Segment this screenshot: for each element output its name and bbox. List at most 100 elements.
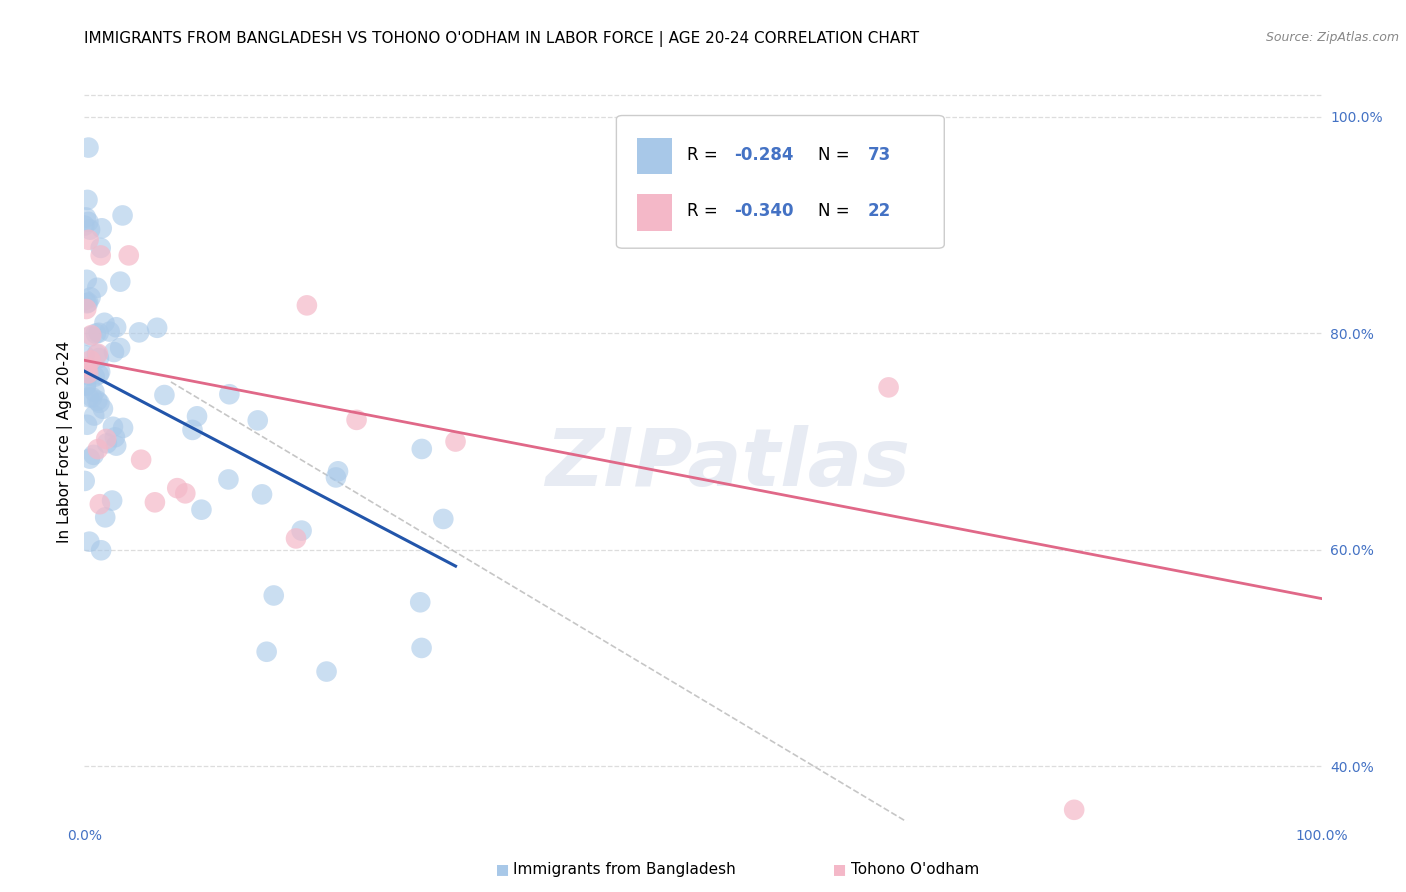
Text: 22: 22 [868,202,891,219]
Bar [637,138,672,174]
Point [73,474,96,488]
Point [877,380,900,394]
Point [89,396,111,410]
Point [83,384,105,399]
Point [77,368,100,383]
Text: 73: 73 [868,145,891,163]
Point [79,290,101,304]
Point [76,360,98,375]
Point [75,378,97,392]
Text: Source: ZipAtlas.com: Source: ZipAtlas.com [1265,31,1399,45]
Point [217,472,239,486]
Point [98,325,121,339]
Point [87,347,110,361]
Point [75,211,97,225]
Point [143,495,166,509]
Point [75,378,97,392]
Point [73,293,96,307]
Point [128,326,150,340]
Point [76,193,98,207]
Point [79,534,101,549]
Text: N =: N = [818,145,855,163]
Point [77,295,100,310]
Point [218,387,240,401]
Point [86,393,108,408]
Point [86,347,108,361]
Point [295,298,318,312]
Point [89,497,111,511]
Point [79,353,101,368]
Point [93,316,115,330]
Point [409,595,432,609]
Point [96,436,118,450]
Point [105,320,128,334]
Point [181,423,204,437]
Point [246,413,269,427]
Point [153,388,176,402]
Point [105,439,128,453]
Text: -0.284: -0.284 [734,145,793,163]
Point [326,464,349,478]
Point [76,273,98,287]
FancyBboxPatch shape [616,115,945,248]
Point [291,524,314,538]
Bar [637,194,672,230]
Point [77,367,100,381]
Point [101,419,124,434]
Point [77,233,100,247]
Point [77,391,100,405]
Point [83,369,105,384]
Point [76,296,98,310]
Point [108,341,131,355]
Point [73,219,96,233]
Point [90,543,112,558]
Point [146,320,169,334]
Text: Tohono O'odham: Tohono O'odham [851,863,979,877]
Point [285,532,308,546]
Point [112,421,135,435]
Text: Immigrants from Bangladesh: Immigrants from Bangladesh [513,863,735,877]
Point [75,301,97,316]
Point [89,365,111,379]
Point [325,470,347,484]
Point [174,486,197,500]
Point [73,348,96,362]
Point [263,589,285,603]
Point [86,281,108,295]
Point [77,215,100,229]
Text: ▪: ▪ [495,860,517,880]
Point [315,665,337,679]
Point [96,432,118,446]
Point [101,493,124,508]
Point [256,645,278,659]
Point [83,448,105,462]
Point [84,326,107,341]
Point [77,140,100,154]
Point [411,640,433,655]
Point [90,248,112,262]
Point [104,430,127,444]
Point [190,502,212,516]
Text: ▪: ▪ [832,860,855,880]
Point [103,345,125,359]
Point [82,390,104,404]
Point [87,442,110,457]
Point [79,222,101,236]
Point [80,328,103,343]
Point [444,434,467,449]
Point [166,481,188,495]
Y-axis label: In Labor Force | Age 20-24: In Labor Force | Age 20-24 [58,341,73,542]
Text: N =: N = [818,202,855,219]
Point [79,451,101,466]
Point [83,409,105,423]
Point [90,221,112,235]
Point [87,326,110,340]
Point [1063,803,1085,817]
Point [87,351,110,365]
Point [87,368,110,382]
Point [129,452,152,467]
Text: R =: R = [688,202,723,219]
Point [79,329,101,343]
Point [76,417,98,432]
Point [94,510,117,524]
